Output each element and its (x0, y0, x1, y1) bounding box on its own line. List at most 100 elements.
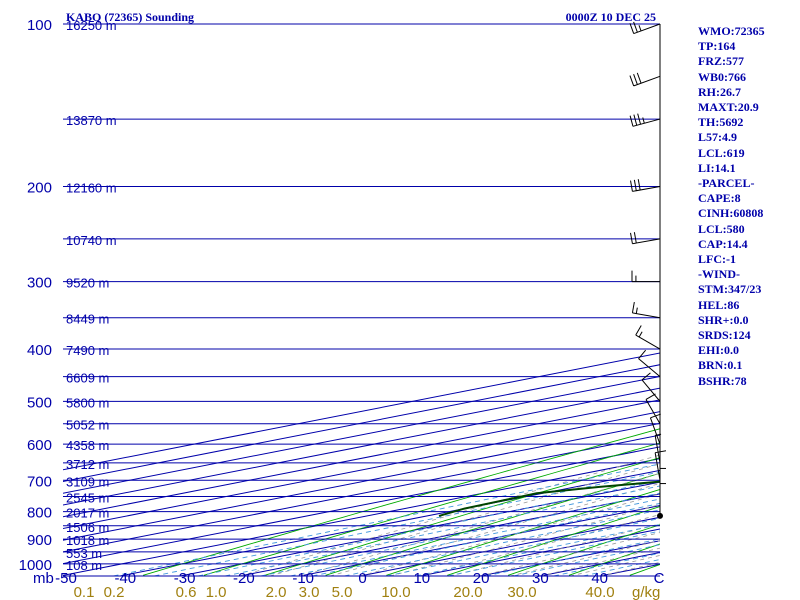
temperature-tick-label: 10 (413, 570, 430, 587)
sounding-index: -PARCEL- (698, 176, 755, 191)
height-label: 553 m (66, 546, 102, 561)
sounding-index: LI:14.1 (698, 160, 736, 175)
isotherm-line (63, 446, 660, 565)
sounding-index: MAXT:20.9 (698, 100, 759, 115)
dry-adiabat-line (386, 489, 660, 576)
height-label: 6609 m (66, 371, 109, 386)
isotherm-line (179, 481, 660, 576)
mixing-ratio-tick-label: 10.0 (381, 584, 410, 600)
mixing-ratio-line (113, 463, 660, 576)
wind-barb (630, 179, 661, 192)
mixing-ratio-tick-label: 2.0 (266, 584, 287, 600)
sounding-index: TH:5692 (698, 115, 744, 130)
mixing-ratio-line (260, 492, 660, 576)
sounding-index: BRN:0.1 (698, 358, 743, 373)
mixing-ratio-line (154, 471, 660, 576)
height-label: 1018 m (66, 533, 109, 548)
height-label: 12160 m (66, 181, 117, 196)
temperature-tick-label: -40 (114, 570, 136, 587)
moist-adiabat-line (299, 472, 660, 576)
wind-barb (635, 325, 661, 350)
wind-barb (654, 433, 662, 463)
dry-adiabat-line (203, 442, 660, 576)
moist-adiabat-line (449, 523, 660, 576)
mixing-ratio-lines (113, 463, 660, 576)
sounding-index: LCL:580 (698, 221, 745, 236)
dry-adiabat-line (507, 524, 660, 576)
isotherm-line (63, 375, 660, 494)
sounding-index: WMO:72365 (698, 24, 765, 38)
temperature-tick-label: -50 (55, 570, 77, 587)
height-label: 3109 m (66, 474, 109, 489)
wind-barb (654, 450, 667, 481)
mixing-ratio-tick-label: 20.0 (453, 584, 482, 600)
isotherm-line (63, 399, 660, 518)
height-label: 1506 m (66, 520, 109, 535)
pressure-tick-label: 300 (27, 275, 52, 292)
sounding-index: LFC:-1 (698, 252, 736, 267)
temperature-tick-label: 20 (473, 570, 490, 587)
height-label: 13870 m (66, 113, 117, 128)
mixing-ratio-line (447, 530, 660, 576)
mixing-ratio-line (312, 502, 660, 576)
pressure-tick-label: 1000 (19, 557, 52, 574)
mixing-ratio-unit-label: g/kg (632, 584, 660, 600)
isotherm-line (63, 411, 660, 529)
wind-barb (631, 270, 660, 283)
isotherm-line (63, 422, 660, 541)
temperature-tick-label: -30 (174, 570, 196, 587)
isobar-lines (63, 23, 660, 577)
wind-barb (649, 413, 661, 445)
sounding-index: LCL:619 (698, 145, 745, 160)
pressure-tick-label: 600 (27, 437, 52, 454)
sounding-index: SHR+:0.0 (698, 312, 749, 327)
mixing-ratio-line (198, 480, 660, 576)
pressure-tick-label: 500 (27, 394, 52, 411)
dry-adiabat-line (142, 428, 660, 576)
sounding-index: TP:164 (698, 39, 736, 54)
mixing-ratio-line (290, 498, 660, 576)
height-label: 16250 m (66, 18, 117, 33)
isotherm-line (63, 458, 660, 576)
height-label: 5052 m (66, 418, 109, 433)
pressure-tick-label: 800 (27, 505, 52, 522)
mixing-ratio-tick-label: 30.0 (507, 584, 536, 600)
wind-barb (630, 232, 661, 245)
isotherm-line (63, 434, 660, 553)
wind-barbs (629, 21, 667, 519)
height-label: 9520 m (66, 276, 109, 291)
mixing-ratio-tick-label: 1.0 (206, 584, 227, 600)
wind-barb (641, 372, 661, 402)
isotherm-line (119, 469, 660, 576)
height-label: 5800 m (66, 395, 109, 410)
mixing-ratio-tick-label: 0.6 (176, 584, 197, 600)
temperature-tick-label: C (654, 570, 665, 587)
pressure-tick-label: 700 (27, 473, 52, 490)
sounding-index: L57:4.9 (698, 130, 737, 145)
height-label: 2017 m (66, 506, 109, 521)
moist-adiabat-line (329, 482, 660, 576)
mixing-ratio-line (225, 485, 660, 576)
sounding-index: RH:26.7 (698, 84, 741, 99)
mixing-ratio-line (513, 544, 660, 576)
isotherm-lines (63, 352, 660, 576)
wind-barb (659, 467, 666, 497)
pressure-tick-label: 900 (27, 532, 52, 549)
sounding-index: -WIND- (698, 267, 740, 282)
sounding-index: CAP:14.4 (698, 236, 748, 251)
dry-adiabat-line (264, 457, 660, 576)
isotherm-line (63, 387, 660, 506)
mixing-ratio-tick-label: 5.0 (332, 584, 353, 600)
height-label: 2545 m (66, 490, 109, 505)
height-label: 4358 m (66, 438, 109, 453)
sounding-index: EHI:0.0 (698, 343, 740, 358)
moist-adiabat-line (509, 540, 660, 576)
sounding-index: CINH:60808 (698, 206, 764, 221)
wind-barb (629, 72, 661, 87)
dry-adiabat-line (447, 506, 660, 576)
wind-barb (629, 21, 661, 35)
station-title: KABQ (72365) Sounding (66, 10, 194, 24)
pressure-tick-label: 200 (27, 180, 52, 197)
valid-time: 0000Z 10 DEC 25 (566, 10, 656, 24)
sounding-index: FRZ:577 (698, 54, 744, 69)
